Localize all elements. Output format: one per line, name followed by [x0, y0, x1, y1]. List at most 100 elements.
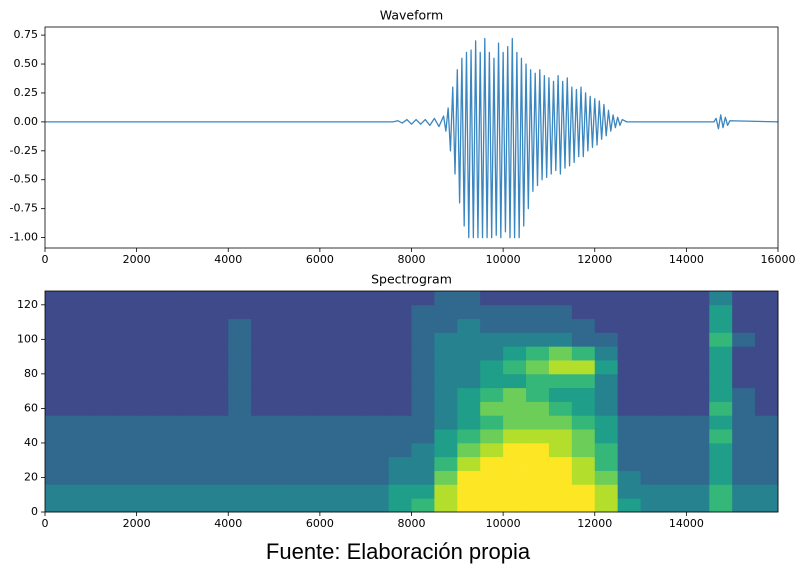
- spectrogram-cell: [548, 346, 573, 361]
- spectrogram-cell: [251, 401, 275, 416]
- spectrogram-cell: [159, 332, 183, 347]
- spectrogram-cell: [411, 456, 435, 471]
- spectrogram-cell: [411, 415, 435, 430]
- spectrogram-cell: [296, 304, 321, 320]
- spectrogram-cell: [526, 401, 550, 416]
- spectrogram-cell: [526, 498, 550, 513]
- spectrogram-cell: [342, 373, 367, 389]
- spectrogram-cell: [617, 415, 641, 430]
- spectrogram-cell: [45, 304, 69, 320]
- spectrogram-cell: [548, 456, 573, 471]
- spectrogram-cell: [709, 456, 733, 471]
- spectrogram-cell: [732, 456, 756, 471]
- spectrogram-cell: [182, 429, 206, 444]
- spectrogram-cell: [732, 429, 756, 444]
- spectrogram-cell: [755, 291, 779, 306]
- spectrogram-cell: [617, 304, 641, 320]
- spectrogram-cell: [67, 470, 92, 485]
- spectrogram-cell: [342, 332, 367, 347]
- spectrogram-cell: [640, 387, 664, 402]
- spectrogram-cell: [640, 332, 664, 347]
- spectrogram-cell: [571, 498, 596, 513]
- y-tick-label: 20: [24, 470, 38, 483]
- spectrogram-cell: [182, 456, 206, 471]
- spectrogram-cell: [319, 360, 344, 375]
- axes-frame: [44, 26, 779, 249]
- spectrogram-cell: [113, 346, 138, 361]
- spectrogram-cell: [159, 470, 183, 485]
- x-tick-label: 12000: [577, 253, 612, 266]
- spectrogram-cell: [640, 291, 664, 306]
- spectrogram-cell: [319, 387, 344, 402]
- spectrogram-cell: [45, 346, 69, 361]
- spectrogram-cell: [594, 346, 619, 361]
- spectrogram-cell: [709, 318, 733, 333]
- spectrogram-cell: [274, 498, 298, 513]
- spectrogram-cell: [411, 442, 435, 458]
- spectrogram-cell: [480, 373, 504, 389]
- spectrogram-cell: [732, 401, 756, 416]
- y-tick-label: -0.75: [10, 202, 38, 215]
- spectrogram-cell: [457, 346, 481, 361]
- spectrogram-cell: [709, 291, 733, 306]
- spectrogram-cell: [45, 498, 69, 513]
- spectrogram-cell: [296, 360, 321, 375]
- spectrogram-cell: [640, 456, 664, 471]
- spectrogram-cell: [617, 498, 641, 513]
- spectrogram-cell: [457, 291, 481, 306]
- x-tick-label: 10000: [486, 517, 521, 530]
- spectrogram-cell: [388, 456, 412, 471]
- spectrogram-cell: [274, 318, 298, 333]
- spectrogram-cell: [503, 470, 527, 485]
- spectrogram-cell: [365, 498, 389, 513]
- spectrogram-cell: [296, 387, 321, 402]
- spectrogram-cell: [90, 456, 115, 471]
- spectrogram-cell: [113, 470, 138, 485]
- spectrogram-cell: [617, 291, 641, 306]
- spectrogram-cell: [548, 442, 573, 458]
- spectrogram-cell: [296, 470, 321, 485]
- spectrogram-cell: [663, 442, 687, 458]
- spectrogram-cell: [228, 470, 252, 485]
- spectrogram-cell: [480, 318, 504, 333]
- spectrogram-cell: [319, 291, 344, 306]
- spectrogram-cell: [319, 401, 344, 416]
- spectrogram-cell: [732, 346, 756, 361]
- spectrogram-cell: [434, 373, 458, 389]
- spectrogram-cell: [526, 387, 550, 402]
- spectrogram-cell: [548, 470, 573, 485]
- y-tick-label: 80: [24, 367, 38, 380]
- spectrogram-cell: [274, 456, 298, 471]
- spectrogram-cell: [365, 332, 389, 347]
- spectrogram-cell: [205, 415, 229, 430]
- spectrogram-cell: [617, 429, 641, 444]
- spectrogram-cell: [640, 360, 664, 375]
- spectrogram-cell: [388, 318, 412, 333]
- y-tick-label: 60: [24, 401, 38, 414]
- spectrogram-cell: [136, 456, 160, 471]
- spectrogram-cell: [45, 373, 69, 389]
- spectrogram-cell: [594, 429, 619, 444]
- spectrogram-cell: [296, 429, 321, 444]
- spectrogram-cell: [67, 484, 92, 499]
- spectrogram-cell: [136, 373, 160, 389]
- spectrogram-cell: [365, 415, 389, 430]
- spectrogram-cell: [686, 332, 710, 347]
- spectrogram-cell: [594, 304, 619, 320]
- spectrogram-cell: [434, 442, 458, 458]
- spectrogram-cell: [136, 291, 160, 306]
- spectrogram-cell: [503, 360, 527, 375]
- y-tick-label: 0: [31, 505, 38, 518]
- y-tick-label: -0.50: [10, 173, 38, 186]
- spectrogram-cell: [503, 318, 527, 333]
- spectrogram-cell: [686, 360, 710, 375]
- spectrogram-cell: [755, 373, 779, 389]
- spectrogram-cell: [434, 470, 458, 485]
- spectrogram-cell: [686, 401, 710, 416]
- spectrogram-cell: [136, 442, 160, 458]
- spectrogram-cell: [617, 387, 641, 402]
- spectrogram-cell: [434, 415, 458, 430]
- spectrogram-cell: [319, 498, 344, 513]
- spectrogram-cell: [365, 318, 389, 333]
- spectrogram-cell: [228, 401, 252, 416]
